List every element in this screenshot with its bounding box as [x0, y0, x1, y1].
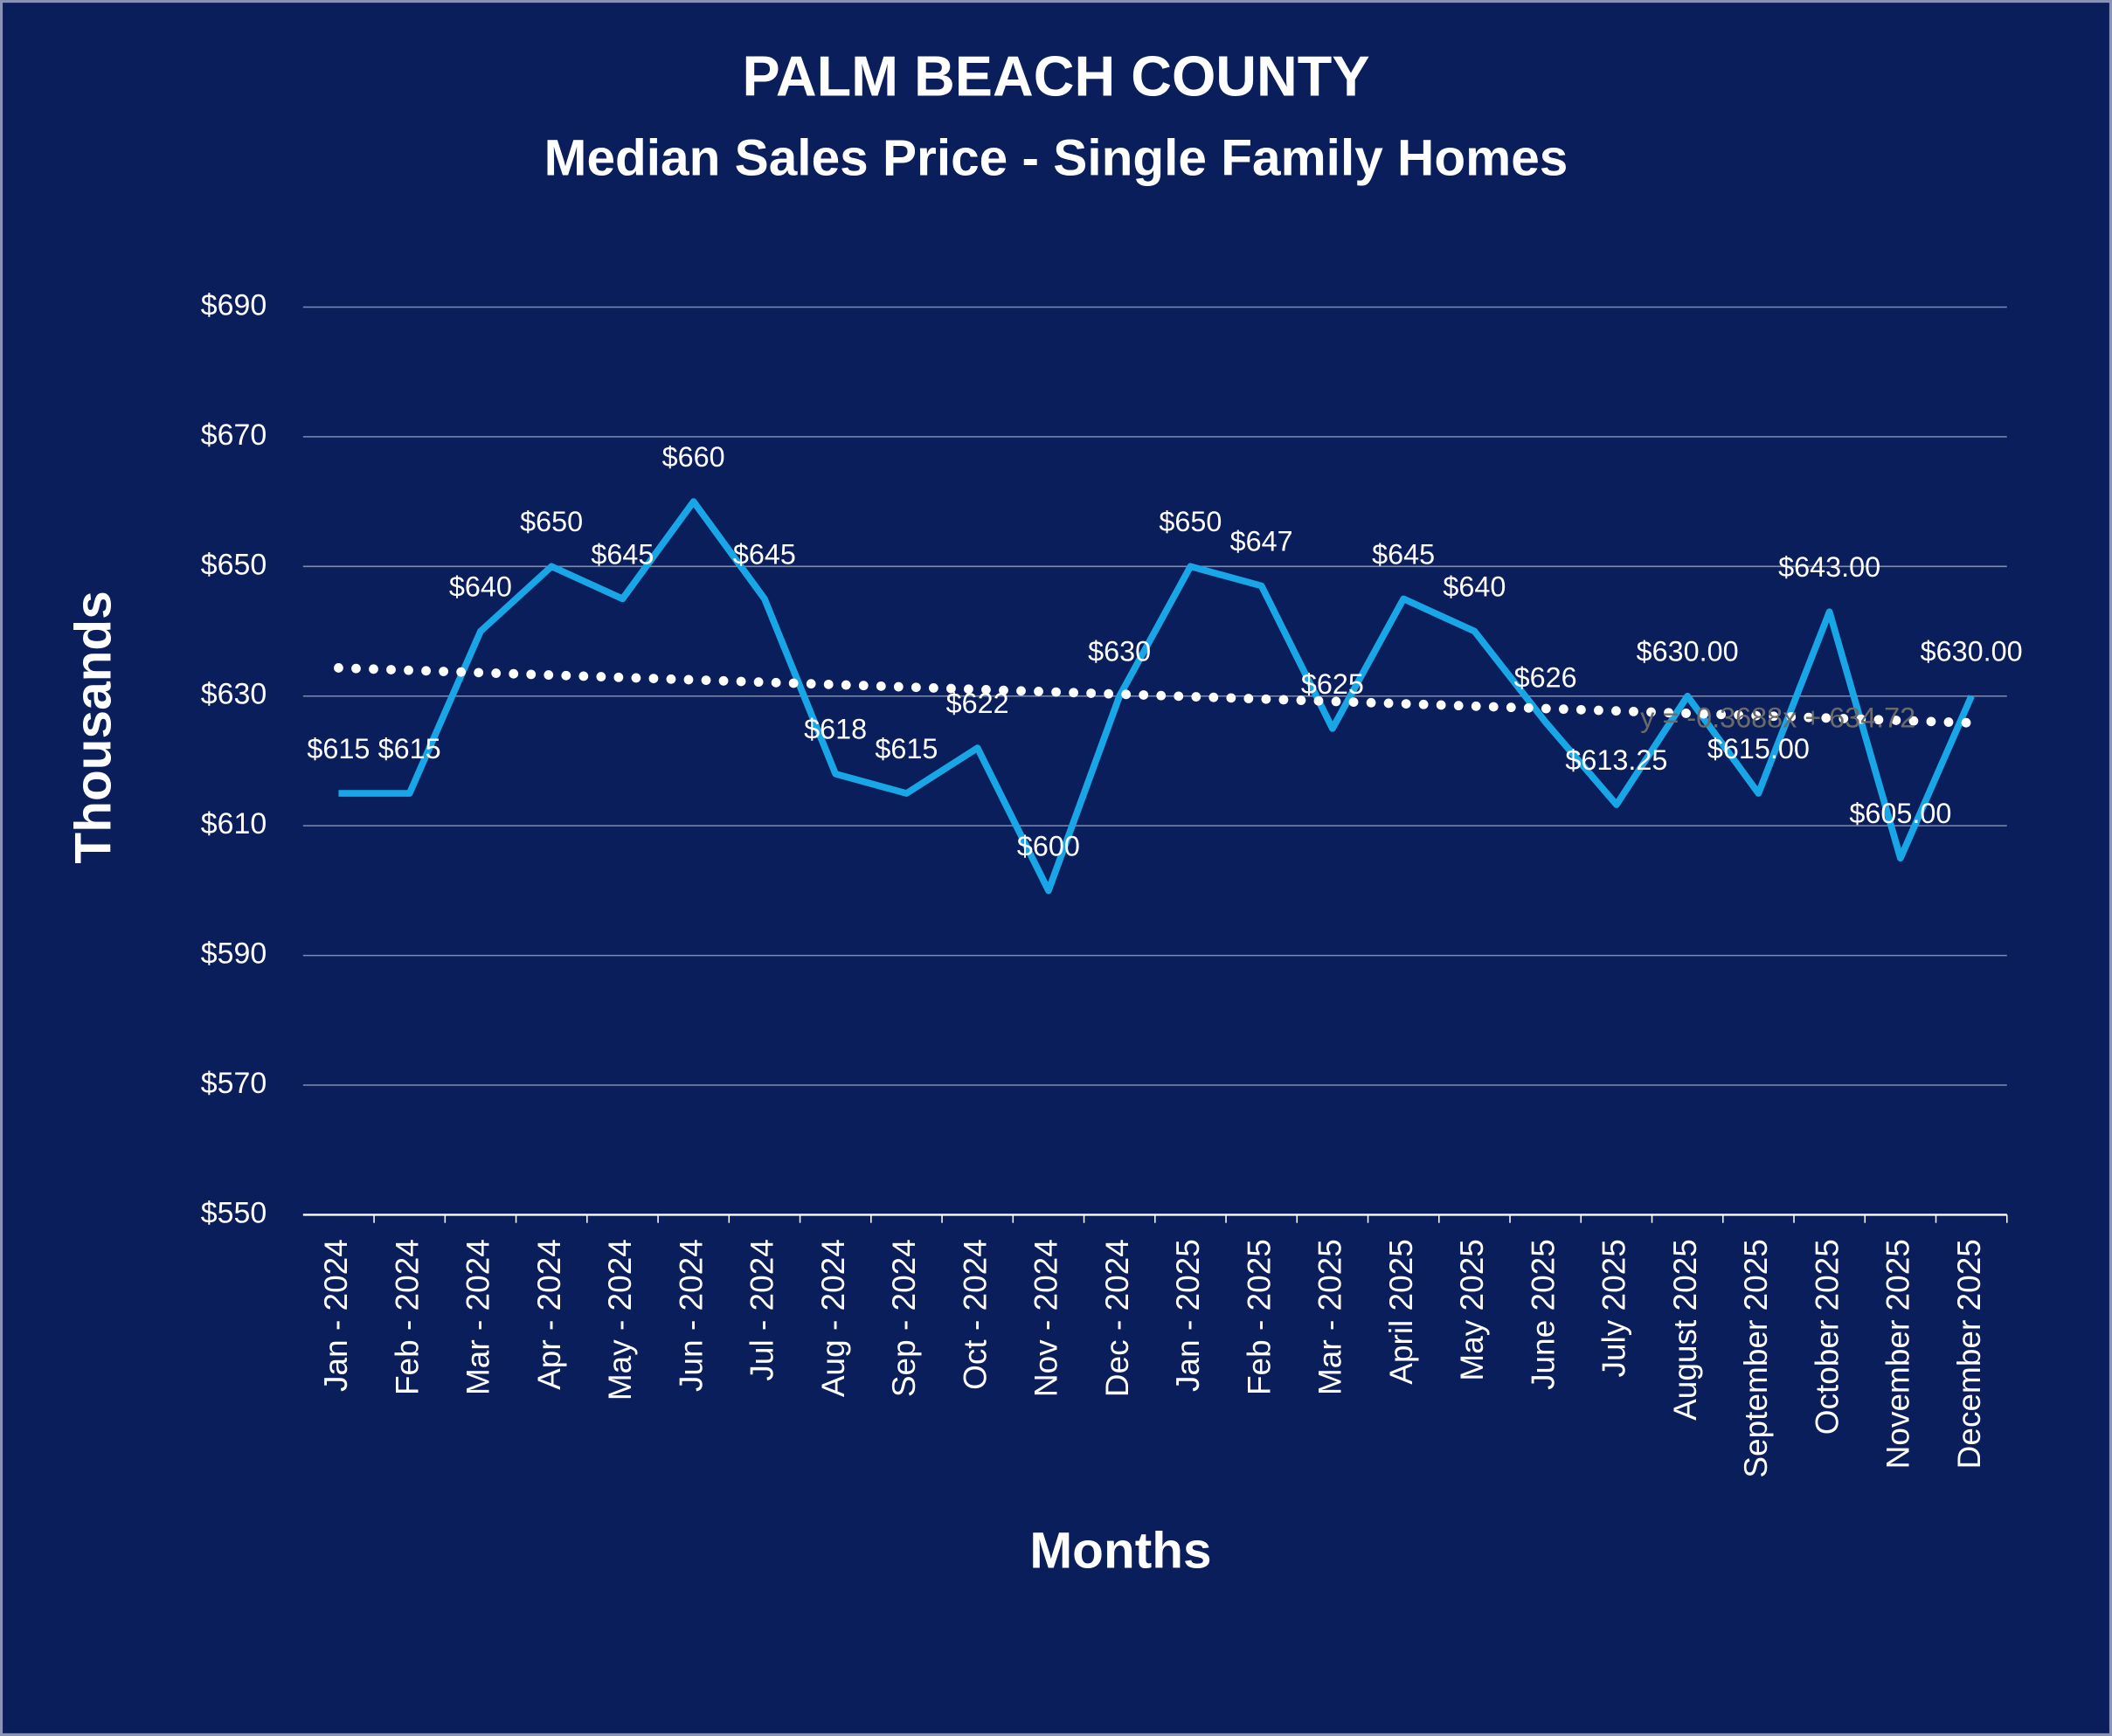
y-tick-label: $690 — [201, 288, 267, 322]
x-tick-label: Apr - 2024 — [531, 1239, 567, 1390]
x-tick-label: May 2025 — [1454, 1239, 1490, 1380]
chart-subtitle: Median Sales Price - Single Family Homes — [544, 129, 1568, 186]
x-tick-label: Oct - 2024 — [957, 1239, 993, 1390]
y-tick-label: $670 — [201, 418, 267, 452]
x-axis-title: Months — [1029, 1522, 1211, 1579]
data-label: $625 — [1301, 668, 1364, 700]
x-tick-label: Jan - 2024 — [318, 1239, 354, 1392]
data-label: $650 — [520, 506, 583, 537]
data-label: $615 — [378, 733, 441, 764]
x-tick-label: Mar - 2024 — [460, 1239, 496, 1395]
y-tick-label: $630 — [201, 678, 267, 711]
x-tick-label: December 2025 — [1951, 1239, 1987, 1469]
chart-title: PALM BEACH COUNTY — [742, 45, 1369, 108]
data-label: $615.00 — [1707, 733, 1810, 764]
data-label: $622 — [946, 688, 1009, 719]
x-tick-label: August 2025 — [1667, 1239, 1703, 1421]
y-tick-label: $590 — [201, 937, 267, 971]
x-tick-label: Mar - 2025 — [1312, 1239, 1348, 1395]
data-label: $660 — [662, 441, 725, 473]
x-tick-label: Dec - 2024 — [1099, 1239, 1135, 1397]
data-label: $647 — [1230, 526, 1293, 557]
x-tick-label: Jul - 2024 — [744, 1239, 780, 1380]
data-label: $615 — [875, 733, 938, 764]
trendline-equation: y = -0.3688x + 634.72 — [1640, 702, 1915, 733]
trendline — [334, 663, 1977, 728]
data-label: $645 — [1372, 538, 1435, 570]
data-label: $613.25 — [1565, 744, 1667, 776]
data-label: $640 — [1443, 571, 1506, 602]
data-label: $650 — [1159, 506, 1222, 537]
data-label: $605.00 — [1849, 798, 1951, 829]
data-label: $626 — [1514, 661, 1577, 693]
data-label: $630.00 — [1921, 636, 2023, 667]
data-label: $600 — [1017, 830, 1080, 861]
data-label: $640 — [449, 571, 512, 602]
y-tick-label: $610 — [201, 807, 267, 840]
x-tick-label: November 2025 — [1880, 1239, 1916, 1469]
data-label: $615 — [307, 733, 370, 764]
x-tick-label: Aug - 2024 — [815, 1239, 851, 1397]
y-tick-label: $650 — [201, 548, 267, 581]
x-tick-label: Nov - 2024 — [1028, 1239, 1064, 1397]
x-tick-label: Jun - 2024 — [673, 1239, 709, 1392]
data-label: $645 — [591, 538, 654, 570]
x-tick-label: Feb - 2024 — [389, 1239, 425, 1395]
x-tick-label: October 2025 — [1809, 1239, 1845, 1435]
x-tick-label: Jan - 2025 — [1170, 1239, 1206, 1392]
x-tick-label: September 2025 — [1738, 1239, 1774, 1477]
x-tick-label: July 2025 — [1596, 1239, 1632, 1377]
x-tick-label: Feb - 2025 — [1241, 1239, 1277, 1395]
data-label: $630.00 — [1637, 636, 1739, 667]
x-tick-label: May - 2024 — [602, 1239, 638, 1401]
data-label: $630 — [1088, 636, 1151, 667]
x-tick-label: April 2025 — [1383, 1239, 1419, 1385]
y-axis-title: Thousands — [65, 591, 121, 863]
y-tick-label: $570 — [201, 1067, 267, 1100]
x-tick-label: June 2025 — [1525, 1239, 1561, 1390]
data-label: $618 — [804, 714, 867, 745]
x-tick-label: Sep - 2024 — [886, 1239, 922, 1397]
data-label: $645 — [733, 538, 796, 570]
y-tick-label: $550 — [201, 1196, 267, 1229]
data-label: $643.00 — [1778, 551, 1880, 583]
